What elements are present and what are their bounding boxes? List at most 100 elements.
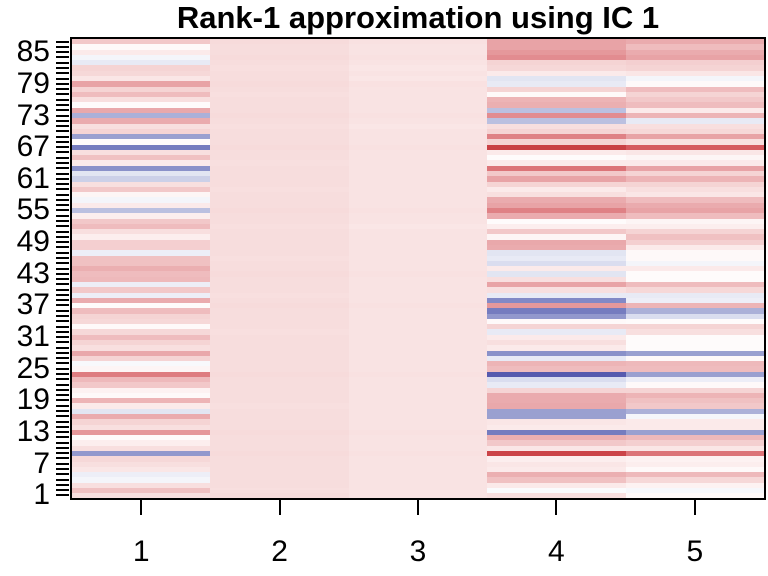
heatmap-cell (348, 456, 488, 462)
y-tick (56, 330, 69, 333)
y-tick (56, 61, 69, 64)
heatmap-cell (72, 377, 211, 383)
heatmap-cell (625, 144, 765, 150)
heatmap-row (72, 223, 765, 230)
heatmap-cell (348, 65, 488, 71)
heatmap-cell (625, 450, 765, 457)
heatmap-cell (210, 181, 349, 187)
heatmap-cell (210, 477, 349, 483)
y-tick (56, 494, 69, 497)
heatmap-cell (487, 255, 626, 261)
heatmap-row (72, 213, 765, 219)
heatmap-cell (487, 445, 626, 451)
heatmap-cell (72, 487, 211, 494)
heatmap-row (72, 398, 765, 404)
y-tick (56, 467, 69, 470)
heatmap-cell (625, 49, 765, 55)
heatmap-cell (210, 202, 349, 208)
heatmap-cell (487, 350, 626, 356)
heatmap-row (72, 49, 765, 55)
y-tick (56, 246, 69, 249)
y-tick (56, 373, 69, 376)
heatmap-cell (210, 445, 349, 451)
heatmap-cell (72, 54, 211, 61)
heatmap-row (72, 70, 765, 76)
heatmap-cell (487, 144, 626, 150)
heatmap-cell (487, 377, 626, 383)
heatmap-cell (487, 287, 626, 293)
heatmap-cell (210, 408, 349, 414)
heatmap-row (72, 202, 765, 208)
heatmap-row (72, 128, 765, 135)
y-tick (56, 135, 69, 138)
heatmap-cell (348, 86, 488, 92)
heatmap-cell (348, 461, 488, 467)
heatmap-plot (70, 37, 766, 500)
heatmap-cell (210, 213, 349, 219)
heatmap-cell (625, 387, 765, 393)
heatmap-cell (625, 377, 765, 383)
heatmap-cell (625, 318, 765, 325)
heatmap-cell (72, 134, 211, 140)
heatmap-cell (625, 424, 765, 430)
y-tick (56, 98, 69, 101)
heatmap-cell (210, 355, 349, 362)
heatmap-cell (625, 192, 765, 198)
heatmap-cell (210, 403, 349, 409)
heatmap-cell (487, 413, 626, 420)
heatmap-cell (487, 75, 626, 82)
y-axis-label: 19 (16, 383, 50, 417)
heatmap-cell (348, 334, 488, 341)
heatmap-cell (348, 102, 488, 108)
heatmap-cell (348, 244, 488, 251)
heatmap-cell (210, 271, 349, 277)
heatmap-cell (210, 97, 349, 103)
heatmap-row (72, 424, 765, 430)
y-tick (56, 93, 69, 96)
heatmap-cell (625, 392, 765, 399)
heatmap-cell (625, 482, 765, 488)
heatmap-cell (348, 213, 488, 219)
heatmap-cell (348, 134, 488, 140)
heatmap-cell (625, 234, 765, 240)
heatmap-cell (487, 107, 626, 113)
heatmap-cell (72, 81, 211, 87)
y-tick (56, 288, 69, 291)
heatmap-cell (625, 165, 765, 172)
heatmap-cell (487, 218, 626, 224)
heatmap-cell (487, 65, 626, 71)
heatmap-cell (487, 276, 626, 282)
heatmap-cell (625, 128, 765, 135)
heatmap-cell (210, 276, 349, 282)
heatmap-cell (487, 91, 626, 98)
y-tick (56, 230, 69, 233)
heatmap-cell (625, 472, 765, 478)
heatmap-row (72, 234, 765, 240)
y-tick (56, 114, 69, 117)
heatmap-cell (625, 44, 765, 50)
heatmap-cell (625, 202, 765, 208)
x-tick (140, 500, 143, 515)
heatmap-row (72, 313, 765, 319)
heatmap-cell (210, 413, 349, 420)
y-tick (56, 40, 69, 43)
heatmap-cell (487, 355, 626, 362)
heatmap-cell (210, 218, 349, 224)
heatmap-cell (72, 392, 211, 399)
y-tick (56, 140, 69, 143)
y-tick (56, 151, 69, 154)
y-tick (56, 483, 69, 486)
heatmap-cell (487, 324, 626, 330)
heatmap-cell (210, 292, 349, 298)
heatmap-row (72, 102, 765, 108)
heatmap-cell (348, 54, 488, 61)
heatmap-cell (72, 493, 211, 499)
heatmap-cell (348, 482, 488, 488)
heatmap-cell (487, 155, 626, 161)
heatmap-cell (72, 202, 211, 208)
heatmap-row (72, 440, 765, 446)
heatmap-cell (487, 371, 626, 377)
heatmap-cell (625, 118, 765, 124)
y-tick (56, 172, 69, 175)
heatmap-cell (210, 377, 349, 383)
